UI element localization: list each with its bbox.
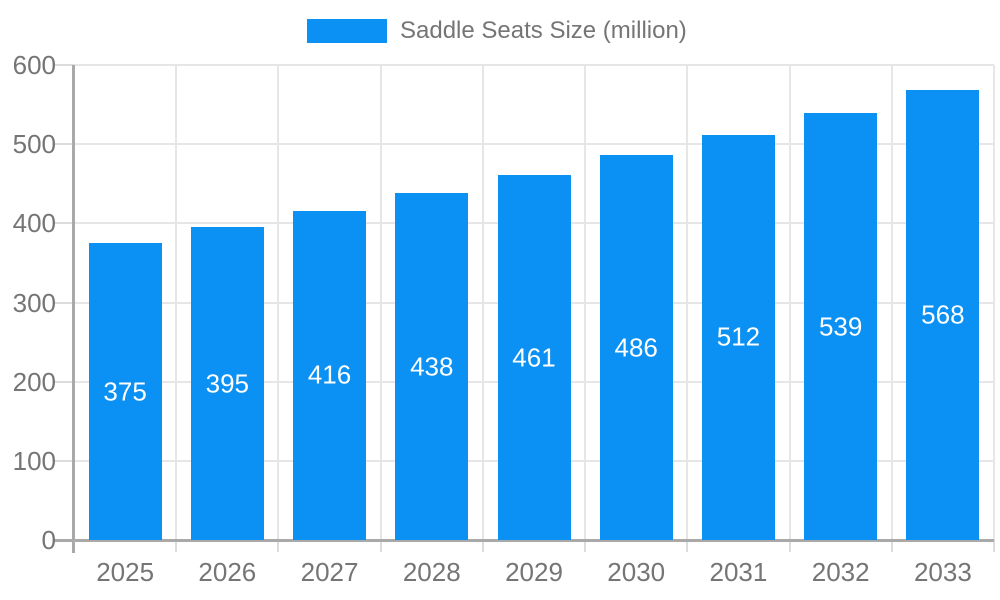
y-axis-tick <box>53 222 74 225</box>
x-axis-label: 2026 <box>198 557 257 587</box>
x-axis-label: 2030 <box>607 557 666 587</box>
y-gridline <box>74 64 994 66</box>
bar-2027[interactable]: 416 <box>293 210 367 540</box>
y-axis-label: 600 <box>12 50 56 80</box>
bar-value-label: 461 <box>512 342 556 372</box>
y-axis-label: 0 <box>41 525 56 555</box>
x-axis-label: 2029 <box>505 557 563 587</box>
bar-2030[interactable]: 486 <box>599 155 673 540</box>
x-axis-label: 2033 <box>913 557 972 587</box>
bar-2028[interactable]: 438 <box>395 193 469 540</box>
x-gridline <box>584 65 587 540</box>
y-axis-label: 300 <box>12 287 56 318</box>
y-axis-label: 200 <box>12 366 56 397</box>
x-axis-tick <box>890 540 893 552</box>
bar-2029[interactable]: 461 <box>497 175 571 540</box>
y-axis-tick <box>53 143 74 146</box>
y-axis-tick <box>53 380 74 383</box>
y-axis-tick <box>53 301 74 304</box>
x-axis-label: 2025 <box>96 557 155 587</box>
y-axis-label: 500 <box>12 129 56 160</box>
y-axis-tick <box>53 64 74 66</box>
legend-series-label: Saddle Seats Size (million) <box>400 17 687 44</box>
bar-value-label: 395 <box>205 368 250 399</box>
x-gridline <box>686 65 689 540</box>
x-gridline <box>277 65 280 540</box>
x-axis-line <box>53 539 994 542</box>
bar-value-label: 568 <box>921 299 965 330</box>
chart-legend-item[interactable]: Saddle Seats Size (million) <box>307 17 687 45</box>
x-axis-label: 2032 <box>811 557 870 587</box>
x-axis-tick <box>788 540 791 552</box>
x-gridline <box>788 65 791 540</box>
bar-value-label: 375 <box>103 376 147 407</box>
y-axis-tick <box>53 459 74 462</box>
bar-2031[interactable]: 512 <box>701 134 775 540</box>
x-axis-tick <box>584 540 587 552</box>
x-gridline <box>481 65 484 540</box>
x-axis-tick <box>481 540 484 552</box>
x-gridline <box>379 65 382 540</box>
y-axis-line <box>72 65 75 553</box>
bar-2025[interactable]: 375 <box>88 243 162 540</box>
x-axis-tick <box>277 540 280 552</box>
x-axis-label: 2027 <box>300 557 359 587</box>
x-axis-label: 2028 <box>402 557 461 587</box>
bar-2033[interactable]: 568 <box>906 90 980 540</box>
y-gridline <box>74 143 994 146</box>
x-axis-tick <box>175 540 178 552</box>
bar-value-label: 438 <box>410 351 454 382</box>
bar-value-label: 486 <box>614 332 658 363</box>
bar-2026[interactable]: 395 <box>190 227 264 540</box>
x-gridline <box>890 65 893 540</box>
x-axis-tick <box>993 540 995 552</box>
x-axis-label: 2031 <box>709 557 768 587</box>
x-axis-tick <box>379 540 382 552</box>
bar-value-label: 539 <box>818 311 863 342</box>
bar-value-label: 512 <box>716 321 761 352</box>
y-axis-label: 100 <box>12 445 56 476</box>
legend-swatch <box>307 19 387 43</box>
plot-area: 375 395 416 438 461 486 512 539 568 <box>53 64 995 553</box>
x-axis-tick <box>686 540 689 552</box>
x-gridline <box>993 65 995 540</box>
y-axis-label: 400 <box>12 208 56 239</box>
bar-2032[interactable]: 539 <box>804 113 878 540</box>
bar-value-label: 416 <box>307 359 352 390</box>
x-gridline <box>175 65 178 540</box>
